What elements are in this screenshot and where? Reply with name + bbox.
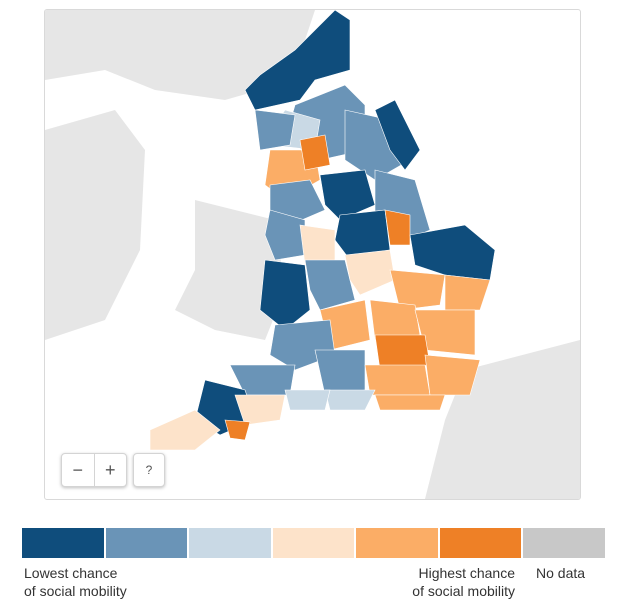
legend-label-highest: Highest chance of social mobility xyxy=(412,564,515,600)
scotland xyxy=(45,10,315,100)
legend-high-line1: Highest chance xyxy=(418,565,515,581)
region-east-mid-orange xyxy=(384,209,411,246)
region-cheshire xyxy=(264,209,306,261)
region-wiltshire xyxy=(314,349,366,396)
legend-label-lowest: Lowest chance of social mobility xyxy=(24,564,127,600)
region-suffolk xyxy=(444,274,491,311)
legend-low-line1: Lowest chance xyxy=(24,565,118,581)
england-regions[interactable] xyxy=(149,10,496,451)
legend-swatch-highest xyxy=(439,528,522,558)
region-norfolk xyxy=(409,224,496,281)
region-stoke xyxy=(299,224,336,266)
legend-swatch-above-mid xyxy=(272,528,355,558)
zoom-controls: − + xyxy=(61,453,127,487)
region-sussex xyxy=(374,394,446,411)
region-leicester xyxy=(344,249,396,296)
legend-swatch-no-data xyxy=(523,528,606,558)
region-cumbria xyxy=(254,109,296,151)
region-westmid xyxy=(304,259,356,311)
legend-swatch-lowest xyxy=(22,528,104,558)
region-yorkshire-coast xyxy=(374,99,421,171)
legend-high-line2: of social mobility xyxy=(412,583,515,599)
region-torbay xyxy=(224,419,251,441)
region-cambs xyxy=(389,269,446,311)
legend-swatch-low xyxy=(105,528,188,558)
region-west-wales-border xyxy=(259,259,311,331)
region-herts xyxy=(369,299,421,341)
region-kent xyxy=(424,354,481,396)
region-cornwall xyxy=(149,409,221,451)
region-devon-south xyxy=(234,394,286,426)
wales xyxy=(175,200,285,340)
legend-label-no-data: No data xyxy=(536,565,586,581)
region-northwest-orange xyxy=(299,134,331,171)
legend-swatch-high xyxy=(356,528,438,558)
legend-low-line2: of social mobility xyxy=(24,583,127,599)
zoom-out-button[interactable]: − xyxy=(72,459,83,480)
region-northeast xyxy=(244,10,351,111)
ireland xyxy=(45,110,145,340)
region-hampshire xyxy=(324,389,376,411)
map-canvas[interactable] xyxy=(45,10,580,499)
help-button[interactable]: ? xyxy=(133,453,165,487)
region-dorset xyxy=(284,389,331,411)
region-sheffield xyxy=(319,169,376,221)
legend-color-scale xyxy=(22,528,606,558)
zoom-in-button[interactable]: + xyxy=(93,454,127,486)
map-panel[interactable]: − + ? xyxy=(44,9,581,500)
legend-swatch-below-mid xyxy=(189,528,271,558)
